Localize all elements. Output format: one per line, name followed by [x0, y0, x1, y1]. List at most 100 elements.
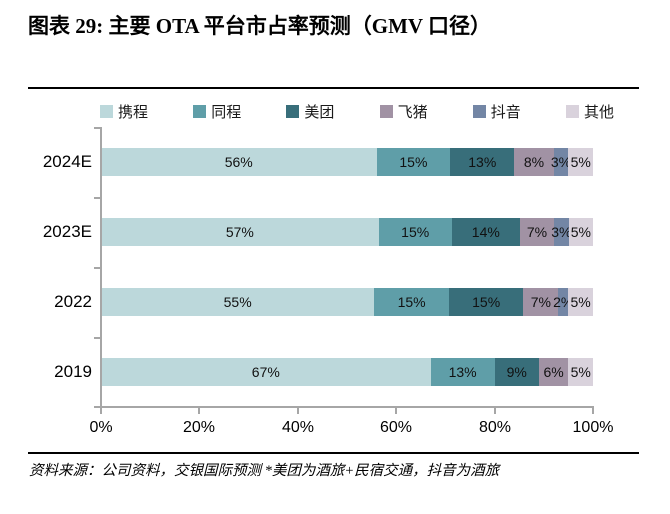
- legend-item-douyin: 抖音: [472, 101, 521, 122]
- segment-value-label: 5%: [570, 294, 591, 310]
- bar-segment-others: 5%: [568, 218, 593, 246]
- segment-value-label: 67%: [251, 364, 280, 380]
- legend-swatch: [565, 104, 579, 118]
- stacked-bar: 67% 13% 9% 6% 5%: [101, 358, 593, 386]
- segment-value-label: 7%: [530, 294, 551, 310]
- segment-value-label: 15%: [399, 154, 428, 170]
- segment-value-label: 13%: [468, 154, 497, 170]
- bar-segment-tongcheng: 15%: [376, 148, 451, 176]
- x-axis-tick: [494, 406, 496, 414]
- category-label-2022: 2022: [54, 292, 92, 311]
- segment-value-label: 15%: [397, 294, 426, 310]
- segment-value-label: 7%: [526, 224, 548, 240]
- bar-row-2019: 67% 13% 9% 6% 5%: [101, 337, 593, 407]
- segment-value-label: 9%: [506, 364, 527, 380]
- legend-swatch: [193, 104, 207, 118]
- bar-row-2023e: 57% 15% 14% 7% 3% 5%: [101, 197, 593, 267]
- bar-segment-ctrip: 67%: [101, 358, 431, 386]
- x-axis-tick: [395, 406, 397, 414]
- x-axis-tick-label: 0%: [89, 419, 113, 436]
- bar-segment-fliggy: 8%: [514, 148, 554, 176]
- x-axis-tick: [592, 406, 594, 414]
- x-axis-tick-label: 100%: [572, 419, 614, 436]
- page-title: 图表 29: 主要 OTA 平台市占率预测（GMV 口径）: [28, 14, 491, 38]
- y-axis-tick: [94, 337, 101, 339]
- title-divider: [28, 87, 639, 89]
- segment-value-label: 8%: [523, 154, 545, 170]
- bar-segment-ctrip: 56%: [101, 148, 377, 176]
- y-axis-tick: [94, 127, 101, 129]
- stacked-bar: 55% 15% 15% 7% 2% 5%: [101, 288, 593, 316]
- segment-value-label: 55%: [223, 294, 252, 310]
- x-axis-tick: [100, 406, 102, 414]
- x-axis-tick: [198, 406, 200, 414]
- source-divider: [28, 452, 639, 454]
- segment-value-label: 13%: [448, 364, 477, 380]
- bar-segment-meituan: 9%: [494, 358, 539, 386]
- plot-area: 56% 15% 13% 8% 3% 5% 57% 15% 14% 7% 3% 5…: [101, 127, 593, 407]
- legend-swatch: [472, 104, 486, 118]
- legend-label: 携程: [118, 103, 149, 121]
- bar-segment-ctrip: 57%: [101, 218, 379, 246]
- legend: 携程 同程 美团 飞猪 抖音 其他: [100, 101, 614, 121]
- bar-segment-tongcheng: 15%: [378, 218, 452, 246]
- bar-segment-tongcheng: 13%: [430, 358, 495, 386]
- legend-item-tongcheng: 同程: [193, 101, 241, 122]
- x-axis-tick-label: 20%: [182, 419, 216, 436]
- bar-segment-others: 5%: [568, 148, 593, 176]
- bar-segment-others: 5%: [568, 288, 593, 316]
- segment-value-label: 3%: [551, 224, 572, 240]
- stacked-bar: 57% 15% 14% 7% 3% 5%: [101, 218, 593, 246]
- x-axis-line: [94, 406, 594, 408]
- category-label-2024e: 2024E: [42, 152, 92, 171]
- x-axis-tick-label: 40%: [281, 419, 315, 436]
- bar-segment-meituan: 13%: [450, 148, 515, 176]
- category-label-2023e: 2023E: [42, 222, 92, 241]
- segment-value-label: 14%: [471, 224, 500, 240]
- segment-value-label: 57%: [225, 224, 254, 240]
- legend-label: 抖音: [490, 103, 521, 121]
- bar-segment-meituan: 14%: [451, 218, 520, 246]
- legend-swatch: [286, 104, 300, 118]
- legend-item-others: 其他: [565, 101, 614, 122]
- bar-segment-ctrip: 55%: [101, 288, 375, 316]
- legend-label: 飞猪: [397, 103, 428, 121]
- x-axis-tick: [297, 406, 299, 414]
- legend-label: 其他: [583, 103, 614, 121]
- legend-swatch: [100, 104, 113, 118]
- legend-swatch: [379, 104, 393, 118]
- legend-label: 同程: [211, 103, 242, 121]
- bar-segment-others: 5%: [568, 358, 593, 386]
- legend-item-fliggy: 飞猪: [379, 101, 428, 122]
- bar-segment-tongcheng: 15%: [374, 288, 449, 316]
- bar-segment-douyin: 2%: [553, 288, 573, 316]
- category-label-2019: 2019: [54, 362, 92, 381]
- x-axis-tick-label: 80%: [478, 419, 512, 436]
- bar-segment-fliggy: 6%: [538, 358, 569, 386]
- legend-item-meituan: 美团: [286, 101, 334, 122]
- y-axis-line: [100, 127, 102, 407]
- legend-label: 美团: [304, 103, 335, 121]
- x-axis-tick-label: 60%: [379, 419, 413, 436]
- bar-segment-douyin: 3%: [550, 148, 572, 176]
- bar-segment-fliggy: 7%: [523, 288, 559, 316]
- source-note: 资料来源：公司资料，交银国际预测 *美团为酒旅+民宿交通，抖音为酒旅: [29, 463, 500, 479]
- legend-item-ctrip: 携程: [100, 101, 148, 122]
- segment-value-label: 15%: [401, 224, 430, 240]
- bar-segment-douyin: 3%: [551, 218, 572, 246]
- segment-value-label: 15%: [472, 294, 501, 310]
- bar-segment-meituan: 15%: [448, 288, 524, 316]
- bar-row-2022: 55% 15% 15% 7% 2% 5%: [101, 267, 593, 337]
- segment-value-label: 5%: [570, 364, 591, 380]
- segment-value-label: 5%: [570, 224, 591, 240]
- y-axis-tick: [94, 267, 101, 269]
- segment-value-label: 3%: [550, 154, 572, 170]
- segment-value-label: 5%: [570, 154, 591, 170]
- segment-value-label: 6%: [543, 364, 564, 380]
- stacked-bar: 56% 15% 13% 8% 3% 5%: [101, 148, 593, 176]
- segment-value-label: 56%: [224, 154, 253, 170]
- bar-segment-fliggy: 7%: [519, 218, 555, 246]
- bar-row-2024e: 56% 15% 13% 8% 3% 5%: [101, 127, 593, 197]
- y-axis-tick: [94, 197, 101, 199]
